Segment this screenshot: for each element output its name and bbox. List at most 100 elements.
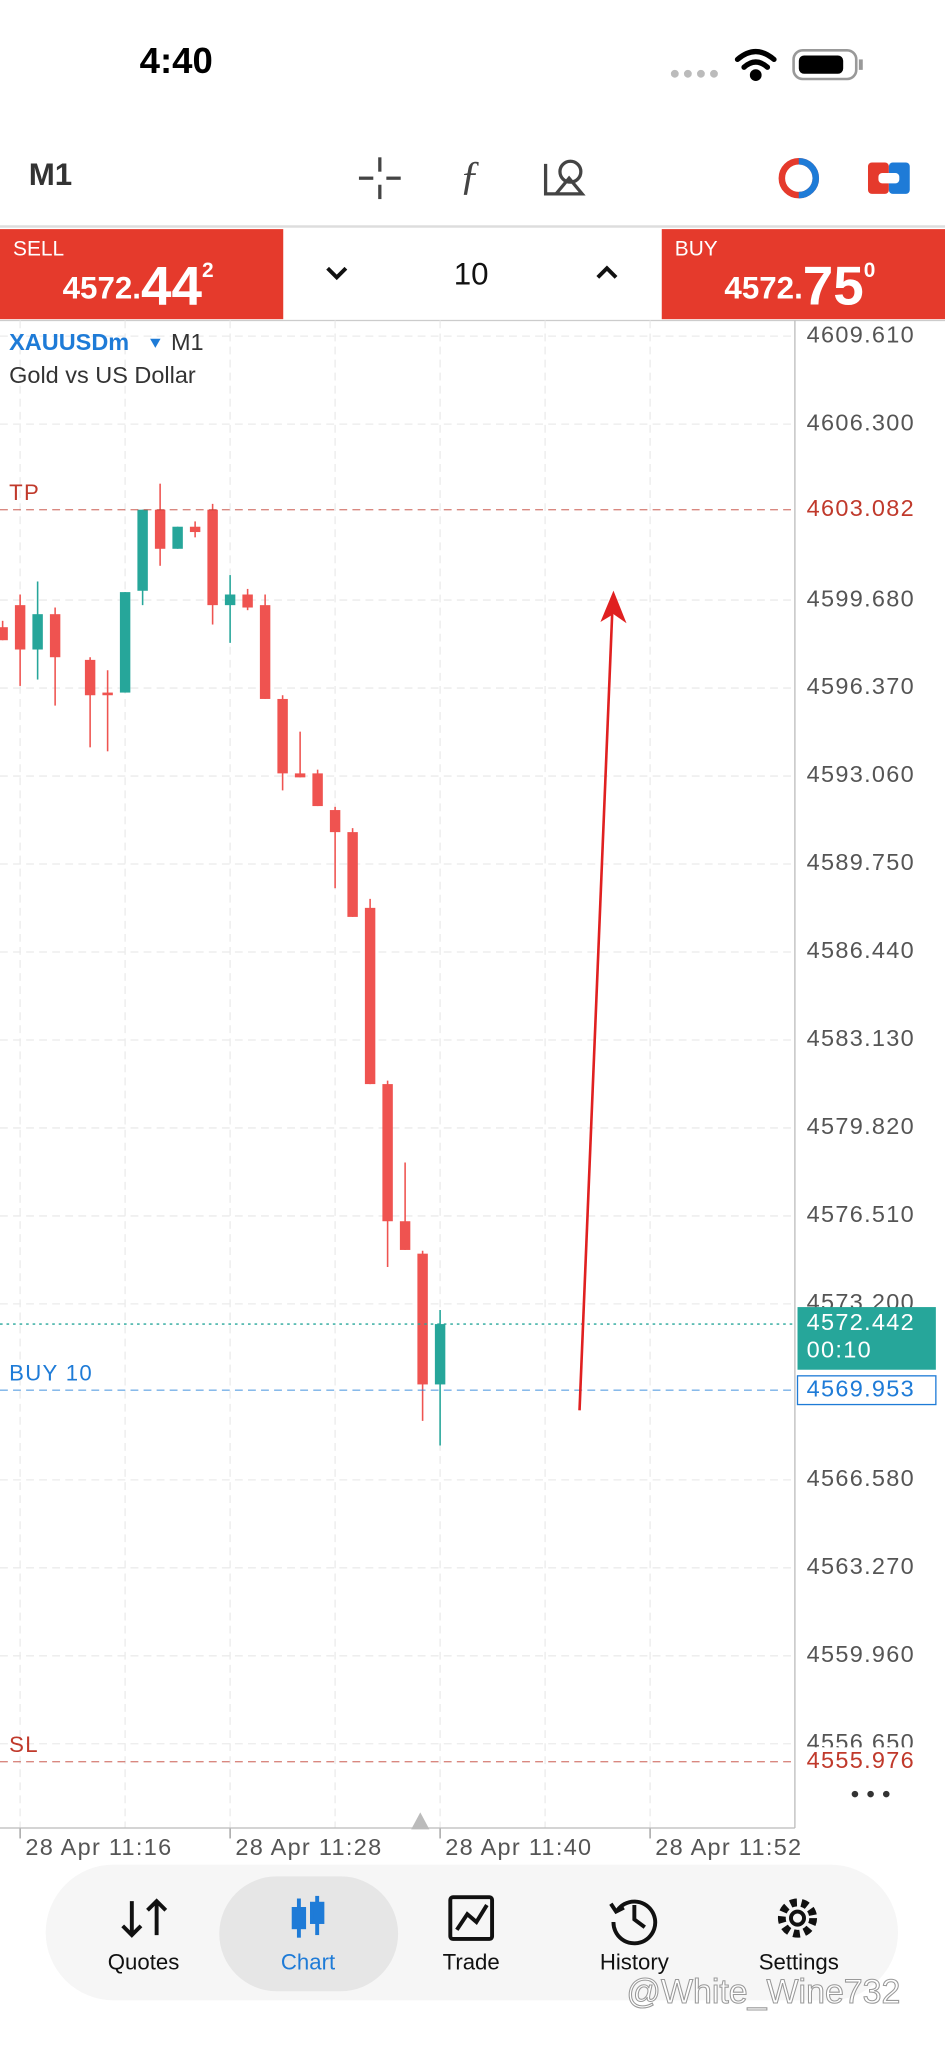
level-label: SL <box>9 1732 39 1757</box>
chart-icon[interactable] <box>291 1895 325 1938</box>
y-tick-label: 4596.370 <box>807 673 915 699</box>
chart-timeframe: M1 <box>171 329 204 355</box>
y-tick-label: 4576.510 <box>807 1201 915 1227</box>
nav-label[interactable]: Quotes <box>108 1950 180 1975</box>
chart: 4609.610 4606.300 4599.680 4596.370 4593.060… <box>0 320 937 1860</box>
buy-button[interactable] <box>661 229 945 320</box>
level-price-box <box>796 1375 937 1406</box>
y-tick-label: 4606.300 <box>807 409 915 435</box>
candle-body <box>84 659 96 696</box>
quotes-icon[interactable] <box>121 1898 168 1938</box>
wifi <box>734 48 777 81</box>
sell-price-big: 44 <box>141 255 202 317</box>
candle-body <box>417 1253 428 1385</box>
account-button[interactable] <box>778 157 820 199</box>
x-tick-label: 28 Apr 11:40 <box>445 1834 592 1860</box>
candle-body <box>102 692 113 696</box>
nav-labels: Quotes Chart Trade History Settings <box>108 1950 839 1975</box>
battery <box>792 48 863 81</box>
objects-button[interactable] <box>543 159 586 196</box>
level-price: 4555.976 <box>807 1747 915 1773</box>
watermark: @White_Wine732 <box>627 1973 901 2011</box>
volume[interactable]: 10 <box>454 256 489 291</box>
nav-label[interactable]: History <box>600 1950 670 1975</box>
bid-price: 4572.442 <box>807 1309 915 1335</box>
volume-down[interactable] <box>326 266 348 281</box>
nav-label[interactable]: Trade <box>443 1950 500 1975</box>
sell-price-small: 2 <box>202 258 214 281</box>
y-tick-label: 4593.060 <box>807 761 915 787</box>
y-tick-label: 4599.680 <box>807 585 915 611</box>
x-tick-label: 28 Apr 11:52 <box>655 1834 802 1860</box>
y-tick-label: 4579.820 <box>807 1113 915 1139</box>
candle-body <box>242 594 253 608</box>
signal <box>670 69 718 78</box>
level-price: 4603.082 <box>807 495 915 521</box>
level-price-box <box>797 1747 936 1777</box>
symbol-dropdown[interactable] <box>150 338 161 348</box>
sell-button[interactable] <box>0 229 284 320</box>
candle-body <box>189 526 201 533</box>
nav-icons <box>121 1895 818 1946</box>
y-tick-label: 4586.440 <box>807 937 915 963</box>
candle-body <box>32 614 43 650</box>
candle-body <box>0 627 8 641</box>
candle-body <box>14 605 26 650</box>
scroll-marker[interactable] <box>411 1812 430 1830</box>
y-tick-label: 4566.580 <box>807 1465 915 1491</box>
buy-label: BUY <box>675 238 718 261</box>
candle-body <box>207 509 218 606</box>
settings-icon[interactable] <box>777 1898 818 1938</box>
y-tick-label: 4589.750 <box>807 849 915 875</box>
sell-label: SELL <box>13 238 64 261</box>
symbol[interactable]: XAUUSDm <box>9 329 129 355</box>
level-label: TP <box>9 480 40 505</box>
history-icon[interactable] <box>609 1899 658 1946</box>
nav-label[interactable]: Settings <box>759 1950 839 1975</box>
clock: 4:40 <box>140 40 213 81</box>
bid-box <box>797 1307 936 1370</box>
y-tick-label: 4609.610 <box>807 321 915 347</box>
candle-body <box>399 1221 411 1250</box>
candle-body <box>347 832 358 917</box>
one-click-button[interactable] <box>867 162 910 194</box>
level-price: 4569.953 <box>807 1375 915 1401</box>
candle-body <box>119 592 131 693</box>
y-tick-label: 4583.130 <box>807 1025 915 1051</box>
symbol-description: Gold vs US Dollar <box>9 362 196 388</box>
candle-body <box>434 1324 446 1385</box>
more-button[interactable] <box>851 1790 890 1798</box>
trade-icon[interactable] <box>448 1895 495 1941</box>
arrow-annotation <box>578 590 627 1411</box>
bid-countdown: 00:10 <box>807 1337 872 1363</box>
crosshair-button[interactable] <box>358 157 401 200</box>
buy-price-big: 75 <box>803 255 864 317</box>
level-label: BUY 10 <box>9 1360 93 1385</box>
active-tab <box>219 1876 399 1992</box>
candle-body <box>137 509 148 591</box>
volume-up[interactable] <box>596 265 618 279</box>
candle-body <box>277 698 288 774</box>
candle-body <box>382 1084 393 1222</box>
candle-body <box>312 773 323 807</box>
candle-body <box>294 773 306 778</box>
y-tick-label: 4559.960 <box>807 1641 915 1667</box>
y-tick-label: 4563.270 <box>807 1553 915 1579</box>
candle-body <box>154 509 166 549</box>
buy-price-small: 0 <box>864 258 876 281</box>
buy-price: 4572.750 <box>724 255 875 317</box>
candle-body <box>259 605 271 699</box>
sell-price-main: 4572. <box>63 271 141 306</box>
candle-body <box>224 594 236 606</box>
candle-body <box>49 614 61 658</box>
level-price-box <box>797 495 936 525</box>
nav-label[interactable]: Chart <box>281 1950 335 1975</box>
sell-price: 4572.442 <box>63 255 214 317</box>
timeframe-button[interactable]: M1 <box>29 157 73 192</box>
candle-body <box>329 810 341 833</box>
candle-body <box>364 907 376 1085</box>
candle-body <box>172 526 183 549</box>
indicators-button[interactable]: ƒ <box>459 153 480 199</box>
